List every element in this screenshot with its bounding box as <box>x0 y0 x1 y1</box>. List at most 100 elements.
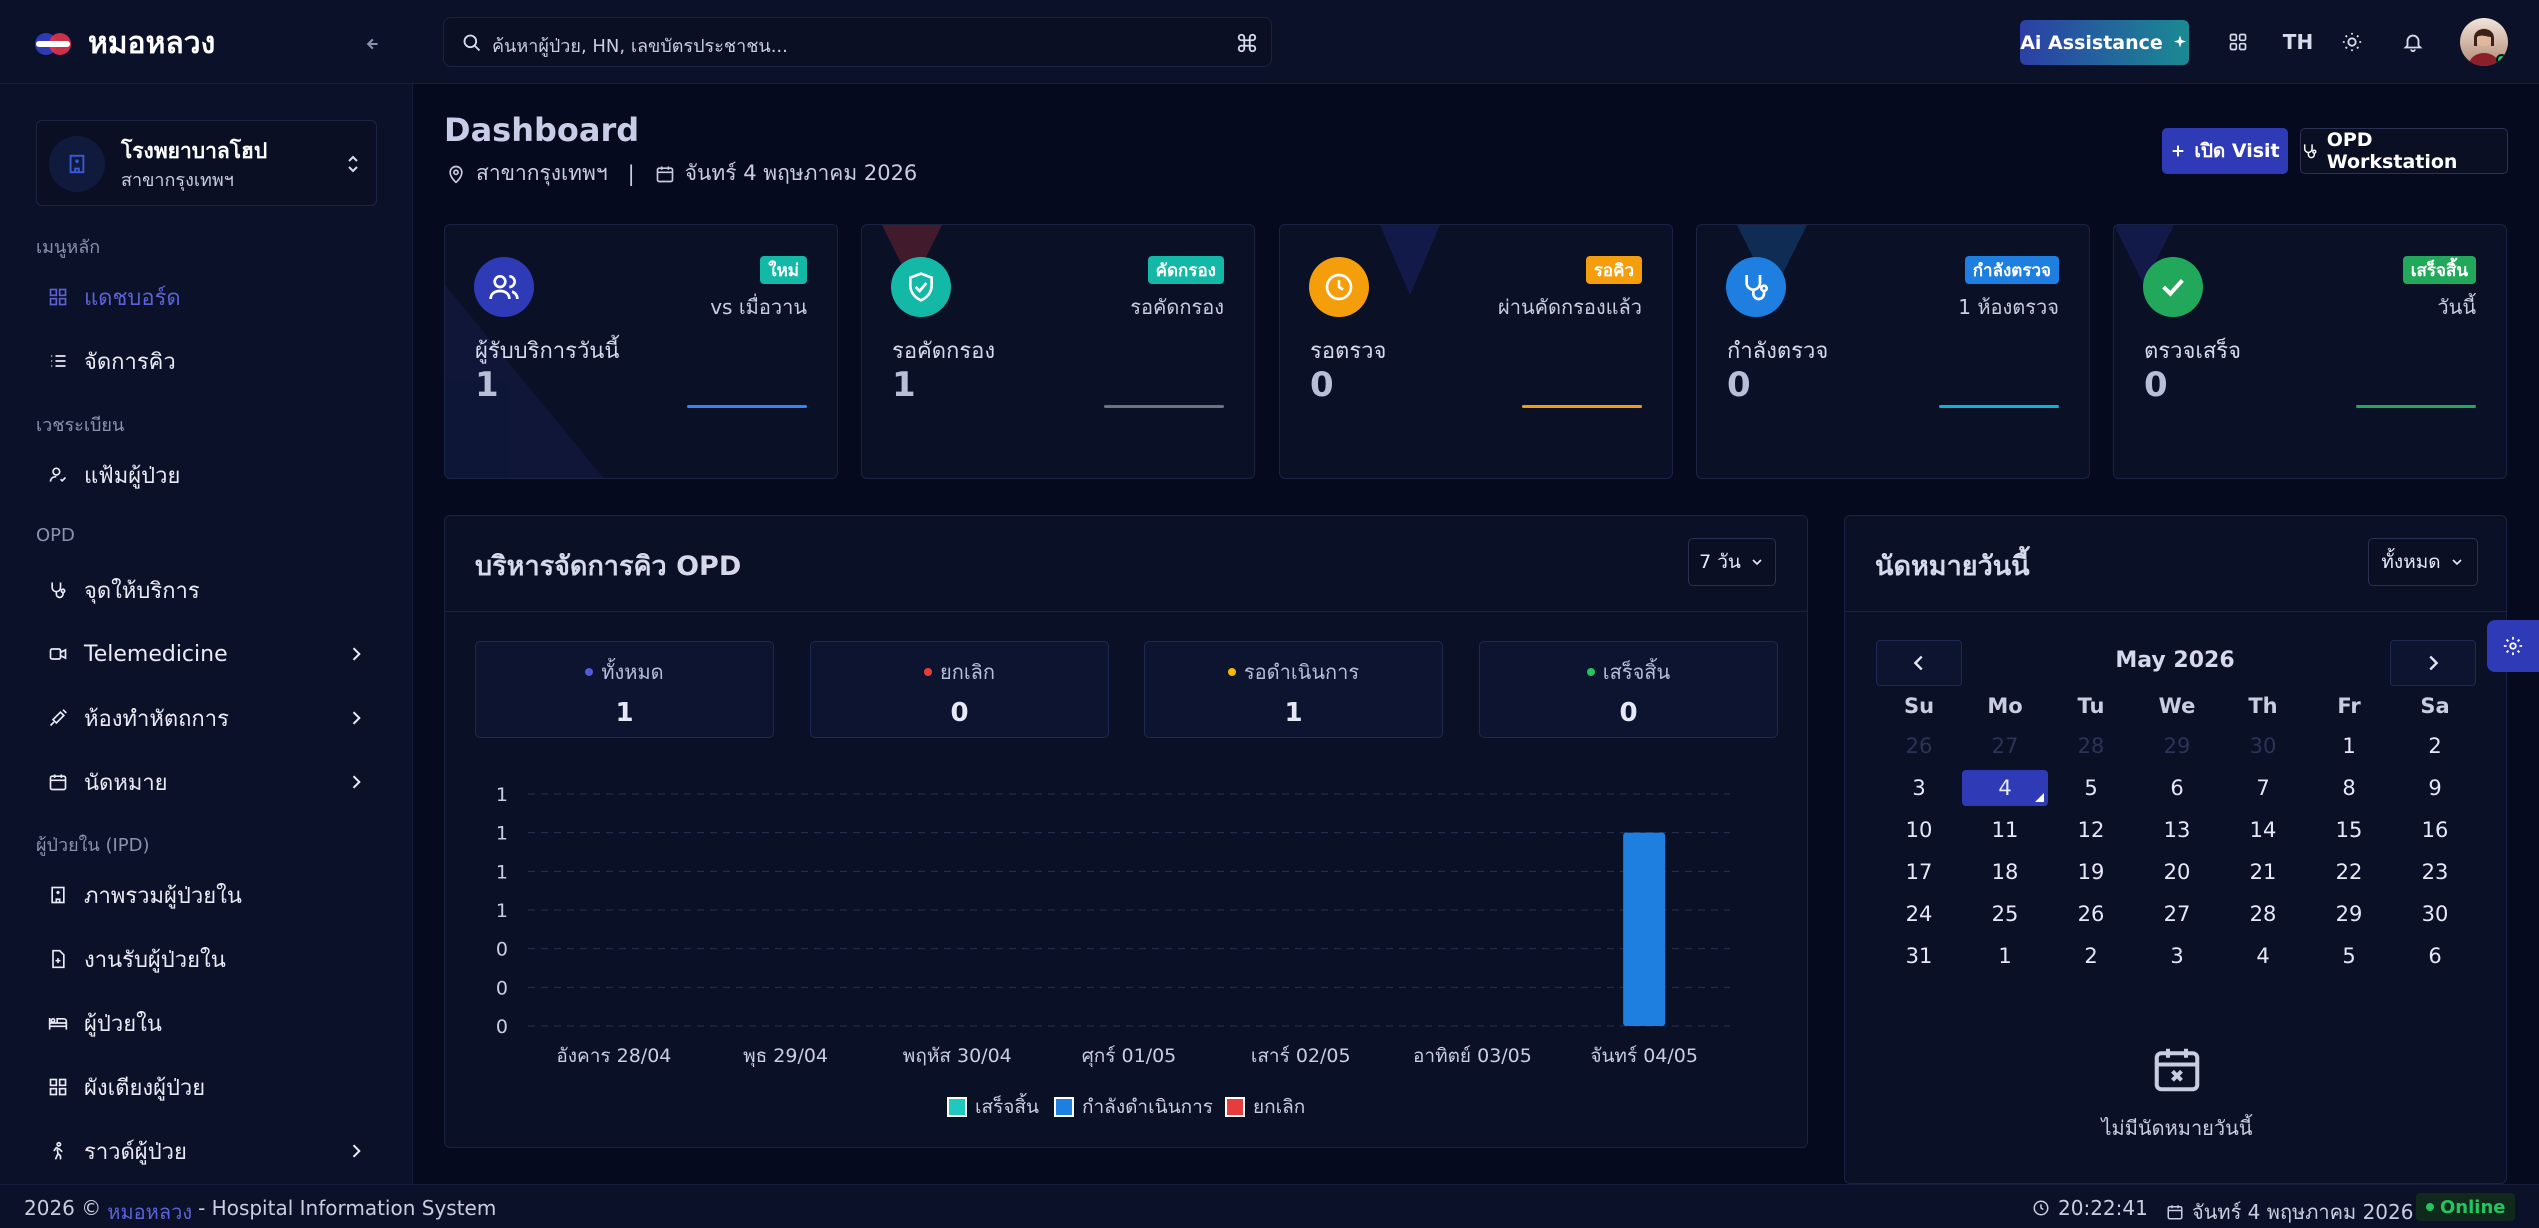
calendar-day[interactable]: 26 <box>1905 734 1933 758</box>
arrow-left-icon <box>366 38 378 50</box>
calendar-day[interactable]: 27 <box>1991 734 2019 758</box>
calendar-day[interactable]: 31 <box>1905 944 1933 968</box>
calendar-day[interactable]: 28 <box>2077 734 2105 758</box>
card-trend-line <box>1939 405 2059 408</box>
legend-swatch <box>1054 1097 1074 1117</box>
calendar-day[interactable]: 1 <box>1998 944 2012 968</box>
sidebar-item-telemedicine[interactable]: Telemedicine <box>36 630 376 678</box>
sidebar-item-queue[interactable]: จัดการคิว <box>36 337 376 385</box>
calendar-day[interactable]: 29 <box>2335 902 2363 926</box>
calendar-day[interactable]: 30 <box>2421 902 2449 926</box>
calendar-day[interactable]: 3 <box>2170 944 2184 968</box>
queue-stat-all: ทั้งหมด 1 <box>475 641 774 738</box>
sidebar-item-bed-map[interactable]: ผังเตียงผู้ป่วย <box>36 1063 376 1111</box>
next-month-button[interactable] <box>2390 640 2476 686</box>
calendar-day[interactable]: 28 <box>2249 902 2277 926</box>
location-pin-icon <box>449 165 463 183</box>
dashboard-icon <box>49 288 67 306</box>
calendar-day[interactable]: 2 <box>2428 734 2442 758</box>
calendar-day[interactable]: 11 <box>1991 818 2019 842</box>
stat-label: ทั้งหมด <box>601 660 664 684</box>
calendar-day[interactable]: 18 <box>1991 860 2019 884</box>
bed-icon <box>48 1018 68 1030</box>
search-input[interactable]: ค้นหาผู้ป่วย, HN, เลขบัตรประชาชน... <box>443 17 1272 67</box>
calendar-day[interactable]: 5 <box>2084 776 2098 800</box>
sidebar-item-inpatients[interactable]: ผู้ป่วยใน <box>36 999 376 1047</box>
calendar-day[interactable]: 26 <box>2077 902 2105 926</box>
app-name: หมอหลวง <box>88 26 216 61</box>
legend-label: เสร็จสิ้น <box>975 1096 1040 1118</box>
language-button[interactable]: TH <box>2282 30 2314 54</box>
filter-select[interactable]: ทั้งหมด <box>2368 538 2478 586</box>
calendar-day[interactable]: 4 <box>1962 770 2048 806</box>
calendar-day[interactable]: 12 <box>2077 818 2105 842</box>
calendar-day[interactable]: 14 <box>2249 818 2277 842</box>
sidebar-item-ipd-overview[interactable]: ภาพรวมผู้ป่วยใน <box>36 871 376 919</box>
footer-clock: 20:22:41 <box>2032 1196 2148 1220</box>
footer-time: 20:22:41 <box>2058 1196 2148 1220</box>
sidebar-item-procedure-room[interactable]: ห้องทำหัตถการ <box>36 694 376 742</box>
calendar-day[interactable]: 9 <box>2428 776 2442 800</box>
sidebar-item-label: ราวด์ผู้ป่วย <box>84 1139 187 1165</box>
calendar-day[interactable]: 5 <box>2342 944 2356 968</box>
org-switcher[interactable]: โรงพยาบาลโฮป สาขากรุงเทพฯ <box>36 120 377 206</box>
empty-message: ไม่มีนัดหมายวันนี้ <box>2101 1116 2253 1140</box>
calendar-day[interactable]: 2 <box>2084 944 2098 968</box>
calendar-icon <box>49 774 67 791</box>
ai-assistance-label: Ai Assistance <box>2020 31 2163 54</box>
calendar-day[interactable]: 17 <box>1905 860 1933 884</box>
card-sub: ผ่านคัดกรองแล้ว <box>1498 295 1642 319</box>
calendar-day[interactable]: 7 <box>2256 776 2270 800</box>
calendar-day[interactable]: 10 <box>1905 818 1933 842</box>
sidebar-item-appointments[interactable]: นัดหมาย <box>36 758 376 806</box>
divider <box>445 611 1807 612</box>
calendar-day[interactable]: 30 <box>2249 734 2277 758</box>
status-badge: Online <box>2416 1193 2516 1221</box>
calendar-day[interactable]: 15 <box>2335 818 2363 842</box>
calendar-day[interactable]: 23 <box>2421 860 2449 884</box>
calendar-day[interactable]: 21 <box>2249 860 2277 884</box>
sidebar-item-ipd-admission[interactable]: งานรับผู้ป่วยใน <box>36 935 376 983</box>
queue-stat-cancelled: ยกเลิก 0 <box>810 641 1109 738</box>
avatar[interactable] <box>2460 18 2508 66</box>
calendar-day[interactable]: 4 <box>2256 944 2270 968</box>
apps-button[interactable] <box>2218 22 2258 62</box>
stethoscope-icon <box>2303 144 2317 159</box>
calendar-day[interactable]: 24 <box>1905 902 1933 926</box>
status-badge: ใหม่ <box>760 256 807 284</box>
sidebar-item-rounds[interactable]: ราวด์ผู้ป่วย <box>36 1127 376 1175</box>
opd-workstation-button[interactable]: OPD Workstation <box>2300 128 2508 174</box>
theme-toggle[interactable] <box>2332 22 2372 62</box>
card-trend-line <box>2356 405 2476 408</box>
calendar-day[interactable]: 27 <box>2163 902 2191 926</box>
sidebar-item-dashboard[interactable]: แดชบอร์ด <box>36 273 376 321</box>
clock-icon <box>2033 1200 2049 1216</box>
footer-brand-link[interactable]: หมอหลวง <box>107 1200 193 1224</box>
collapse-sidebar-button[interactable] <box>360 30 388 58</box>
calendar-day[interactable]: 3 <box>1912 776 1926 800</box>
top-bar: หมอหลวง ค้นหาผู้ป่วย, HN, เลขบัตรประชาชน… <box>0 0 2539 84</box>
calendar-day[interactable]: 29 <box>2163 734 2191 758</box>
range-select[interactable]: 7 วัน <box>1688 538 1776 586</box>
calendar-day[interactable]: 6 <box>2170 776 2184 800</box>
card-sub: 1 ห้องตรวจ <box>1958 295 2059 319</box>
notifications-button[interactable] <box>2393 22 2433 62</box>
calendar-day[interactable]: 6 <box>2428 944 2442 968</box>
calendar-day[interactable]: 8 <box>2342 776 2356 800</box>
calendar-day[interactable]: 20 <box>2163 860 2191 884</box>
ai-assistance-button[interactable]: Ai Assistance <box>2020 20 2189 65</box>
calendar-day[interactable]: 16 <box>2421 818 2449 842</box>
calendar-day[interactable]: 1 <box>2342 734 2356 758</box>
prev-month-button[interactable] <box>1876 640 1962 686</box>
sidebar-item-service-points[interactable]: จุดให้บริการ <box>36 566 376 614</box>
calendar-day[interactable]: 19 <box>2077 860 2105 884</box>
open-visit-button[interactable]: เปิด Visit <box>2162 128 2288 174</box>
calendar-day[interactable]: 25 <box>1991 902 2019 926</box>
settings-button[interactable] <box>2487 620 2539 672</box>
search-icon <box>463 34 481 52</box>
app-logo[interactable]: หมอหลวง <box>30 20 215 67</box>
building-icon <box>51 886 65 904</box>
calendar-day[interactable]: 13 <box>2163 818 2191 842</box>
sidebar-item-patient-files[interactable]: แฟ้มผู้ป่วย <box>36 451 376 499</box>
calendar-day[interactable]: 22 <box>2335 860 2363 884</box>
